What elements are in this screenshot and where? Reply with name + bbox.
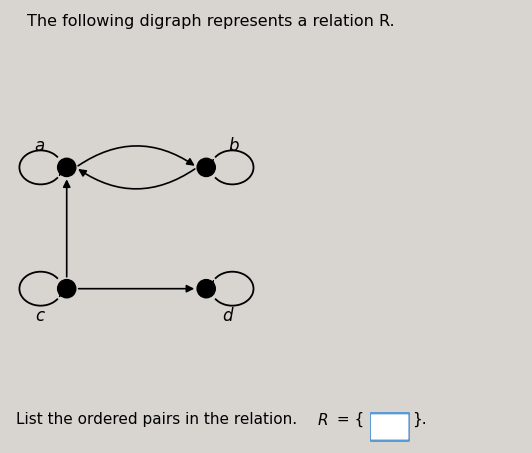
Circle shape — [197, 158, 215, 177]
Text: = {: = { — [332, 412, 365, 428]
Text: $R$: $R$ — [317, 412, 328, 428]
Circle shape — [57, 280, 76, 298]
Text: }.: }. — [412, 412, 427, 428]
Circle shape — [197, 280, 215, 298]
Text: d: d — [222, 307, 232, 325]
Text: b: b — [228, 137, 239, 155]
Text: a: a — [34, 137, 45, 155]
Text: List the ordered pairs in the relation.: List the ordered pairs in the relation. — [16, 412, 307, 427]
Circle shape — [57, 158, 76, 177]
Text: c: c — [35, 307, 44, 325]
FancyBboxPatch shape — [370, 413, 410, 441]
Text: The following digraph represents a relation R.: The following digraph represents a relat… — [27, 14, 394, 29]
